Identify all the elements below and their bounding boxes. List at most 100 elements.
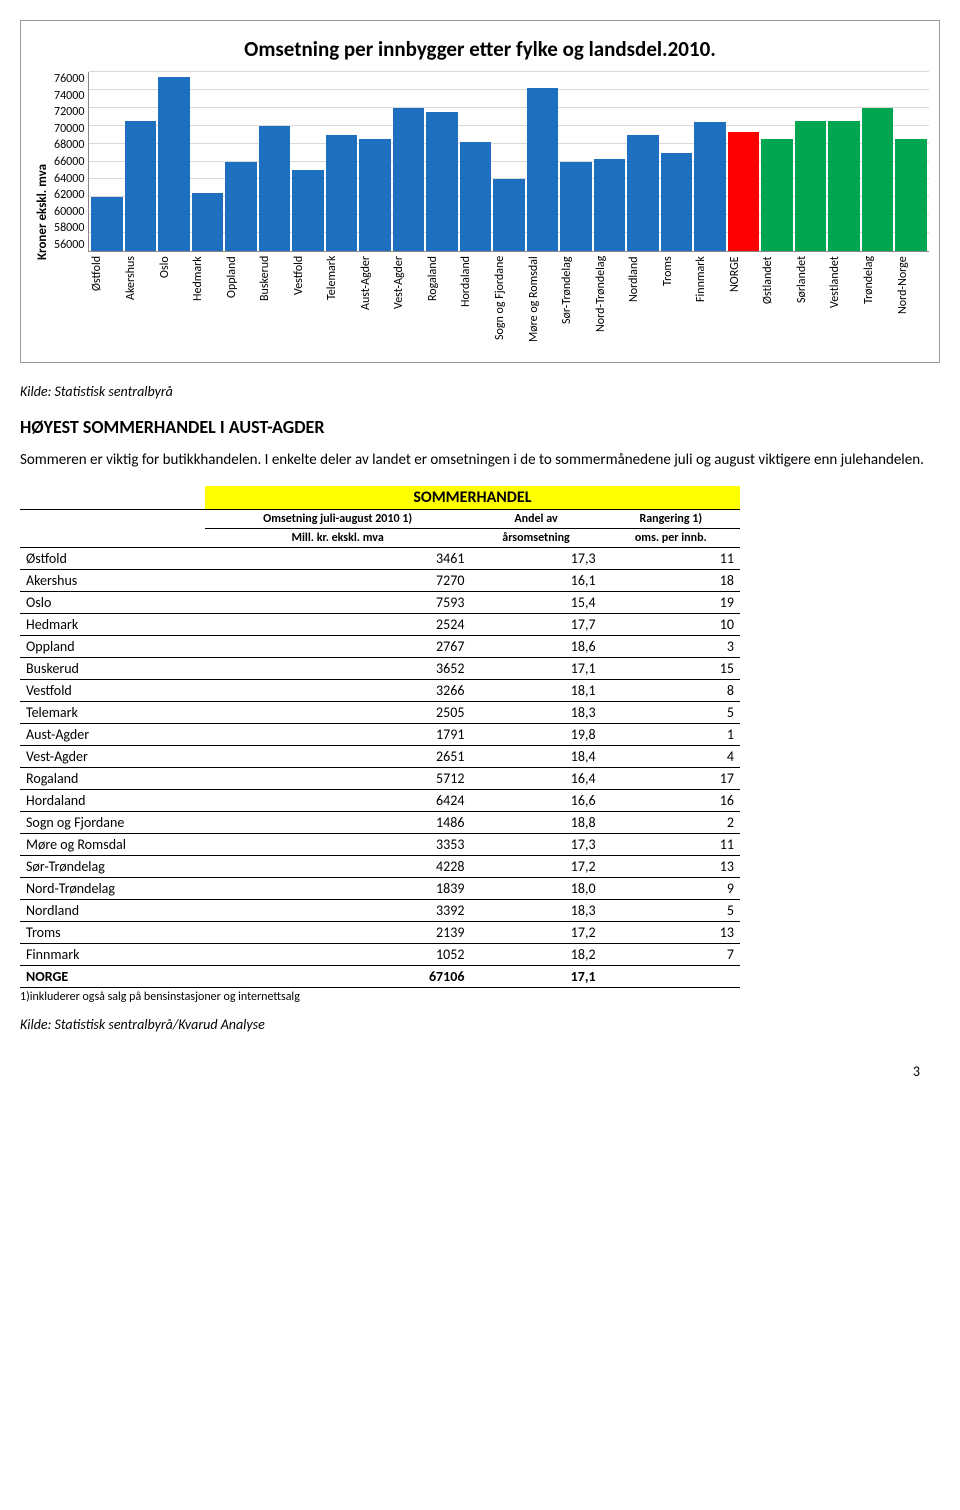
x-label: Sogn og Fjordane [493, 256, 525, 352]
sommerhandel-table: SOMMERHANDEL Omsetning juli-august 2010 … [20, 486, 740, 988]
chart-bar [158, 77, 190, 251]
y-axis-label: Kroner ekskl. mva [31, 164, 54, 260]
row-v1: 2767 [205, 636, 471, 658]
x-label: Oslo [158, 256, 190, 352]
row-v2: 18,1 [470, 680, 601, 702]
row-v3: 10 [602, 614, 740, 636]
chart-area: Kroner ekskl. mva 7600074000720007000068… [31, 72, 929, 352]
table-title: SOMMERHANDEL [205, 486, 740, 510]
row-name: Vest-Agder [20, 746, 205, 768]
chart-bar [862, 108, 894, 251]
x-label: Hedmark [191, 256, 223, 352]
row-name: Finnmark [20, 944, 205, 966]
chart-bar [91, 197, 123, 251]
table-row: Troms213917,213 [20, 922, 740, 944]
x-label: Vestfold [292, 256, 324, 352]
row-v3: 2 [602, 812, 740, 834]
row-v1: 1839 [205, 878, 471, 900]
chart-bar [661, 153, 693, 251]
table-row: Vestfold326618,18 [20, 680, 740, 702]
row-v2: 18,4 [470, 746, 601, 768]
col2-header-sub: årsomsetning [470, 529, 601, 548]
row-v1: 7270 [205, 570, 471, 592]
row-name: Rogaland [20, 768, 205, 790]
row-v2: 17,7 [470, 614, 601, 636]
row-v2: 18,6 [470, 636, 601, 658]
y-tick: 66000 [54, 155, 84, 169]
y-tick: 70000 [54, 122, 84, 136]
chart-bar [527, 88, 559, 251]
row-v1: 1791 [205, 724, 471, 746]
row-v2: 17,3 [470, 834, 601, 856]
paragraph: Sommeren er viktig for butikkhandelen. I… [20, 450, 940, 470]
row-v2: 18,0 [470, 878, 601, 900]
table-row: Østfold346117,311 [20, 548, 740, 570]
row-v2: 17,2 [470, 922, 601, 944]
col3-header-sub: oms. per innb. [602, 529, 740, 548]
chart-bar [728, 132, 760, 251]
row-v2: 19,8 [470, 724, 601, 746]
row-v3: 11 [602, 548, 740, 570]
norge-v1: 67106 [205, 966, 471, 988]
x-label: Aust-Agder [359, 256, 391, 352]
x-labels: ØstfoldAkershusOsloHedmarkOpplandBuskeru… [88, 256, 929, 352]
table-row: Sogn og Fjordane148618,82 [20, 812, 740, 834]
row-v3: 13 [602, 922, 740, 944]
row-name: Møre og Romsdal [20, 834, 205, 856]
row-name: Vestfold [20, 680, 205, 702]
row-v1: 3392 [205, 900, 471, 922]
page-number: 3 [20, 1063, 940, 1080]
table-row: Hedmark252417,710 [20, 614, 740, 636]
y-tick: 56000 [54, 238, 84, 252]
y-tick: 62000 [54, 188, 84, 202]
y-tick: 72000 [54, 105, 84, 119]
x-label: Telemark [325, 256, 357, 352]
row-v2: 16,6 [470, 790, 601, 812]
table-row: Sør-Trøndelag422817,213 [20, 856, 740, 878]
chart-bar [326, 135, 358, 251]
chart-bar [393, 108, 425, 251]
row-v1: 2651 [205, 746, 471, 768]
chart-bar [460, 142, 492, 251]
row-name: Aust-Agder [20, 724, 205, 746]
chart-title: Omsetning per innbygger etter fylke og l… [31, 36, 929, 62]
source-1: Kilde: Statistisk sentralbyrå [20, 383, 940, 400]
x-label: Finnmark [694, 256, 726, 352]
chart-bar [594, 159, 626, 251]
table-row: Rogaland571216,417 [20, 768, 740, 790]
row-name: Sogn og Fjordane [20, 812, 205, 834]
row-v3: 11 [602, 834, 740, 856]
chart-bar [426, 112, 458, 251]
norge-name: NORGE [20, 966, 205, 988]
x-label: Nordland [627, 256, 659, 352]
chart-bar [694, 122, 726, 251]
row-v2: 18,3 [470, 900, 601, 922]
row-v3: 7 [602, 944, 740, 966]
table-row: Møre og Romsdal335317,311 [20, 834, 740, 856]
row-v1: 1052 [205, 944, 471, 966]
row-name: Oppland [20, 636, 205, 658]
table-footnote: 1)inkluderer også salg på bensinstasjone… [20, 990, 940, 1004]
chart-bar [259, 126, 291, 251]
plot-wrap: ØstfoldAkershusOsloHedmarkOpplandBuskeru… [88, 72, 929, 352]
row-v2: 17,2 [470, 856, 601, 878]
table-row: Nordland339218,35 [20, 900, 740, 922]
chart-bar [192, 193, 224, 251]
row-v2: 17,1 [470, 658, 601, 680]
table-row: Oslo759315,419 [20, 592, 740, 614]
chart-bar [761, 139, 793, 251]
col1-header-sub: Mill. kr. ekskl. mva [205, 529, 471, 548]
chart-bar [795, 121, 827, 251]
row-name: Nord-Trøndelag [20, 878, 205, 900]
row-v3: 1 [602, 724, 740, 746]
row-v2: 16,4 [470, 768, 601, 790]
y-tick: 64000 [54, 172, 84, 186]
chart-bar [627, 135, 659, 251]
row-name: Troms [20, 922, 205, 944]
chart-bar [895, 139, 927, 251]
table-row: Buskerud365217,115 [20, 658, 740, 680]
table-row: Telemark250518,35 [20, 702, 740, 724]
row-v3: 18 [602, 570, 740, 592]
row-name: Oslo [20, 592, 205, 614]
plot-area [88, 72, 929, 252]
